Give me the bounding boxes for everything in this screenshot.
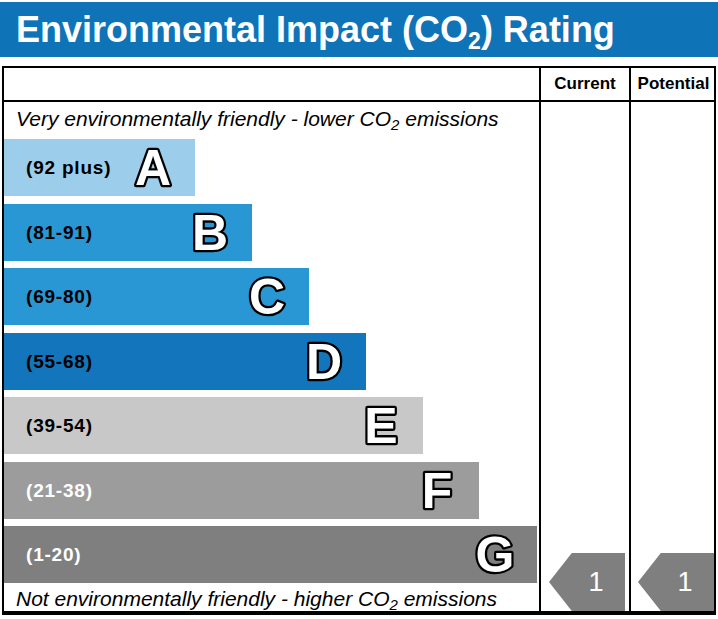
band-f: (21-38) F — [4, 462, 479, 519]
svg-text:F: F — [422, 463, 453, 519]
band-d: (55-68) D — [4, 333, 366, 390]
band-letter-c: C — [241, 268, 293, 325]
band-e: (39-54) E — [4, 397, 423, 454]
bottom-note: Not environmentally friendly - higher CO… — [16, 584, 497, 613]
band-range-label: (55-68) — [4, 351, 93, 373]
band-range-label: (69-80) — [4, 286, 93, 308]
column-header-current: Current — [541, 68, 629, 100]
band-g: (1-20) G — [4, 526, 537, 583]
band-range-label: (81-91) — [4, 222, 93, 244]
band-letter-a: A — [127, 139, 179, 196]
title-text: Environmental Impact (CO — [16, 9, 468, 50]
svg-text:D: D — [306, 334, 342, 390]
column-divider-potential — [629, 66, 631, 615]
band-letter-b: B — [184, 204, 236, 261]
page-title: Environmental Impact (CO2) Rating — [0, 2, 718, 57]
band-a: (92 plus) A — [4, 139, 195, 196]
band-letter-d: D — [298, 333, 350, 390]
svg-text:A: A — [135, 140, 171, 196]
title-text-suffix: ) Rating — [481, 9, 615, 50]
band-letter-e: E — [355, 397, 407, 454]
top-note: Very environmentally friendly - lower CO… — [16, 101, 499, 136]
svg-text:E: E — [364, 398, 397, 454]
column-header-potential: Potential — [631, 68, 716, 100]
svg-text:B: B — [192, 205, 228, 261]
current-rating-value: 1 — [570, 567, 603, 598]
svg-text:G: G — [476, 527, 515, 583]
band-letter-f: F — [411, 462, 463, 519]
band-range-label: (21-38) — [4, 480, 93, 502]
column-divider-current — [539, 66, 541, 615]
band-c: (69-80) C — [4, 268, 309, 325]
band-letter-g: G — [469, 526, 521, 583]
band-range-label: (1-20) — [4, 544, 81, 566]
environmental-impact-co2-rating-chart: Environmental Impact (CO2) Rating Curren… — [0, 0, 718, 619]
band-range-label: (39-54) — [4, 415, 93, 437]
band-b: (81-91) B — [4, 204, 252, 261]
svg-text:C: C — [249, 269, 285, 325]
band-range-label: (92 plus) — [4, 157, 111, 179]
potential-rating-value: 1 — [659, 567, 692, 598]
title-subscript: 2 — [468, 28, 481, 54]
